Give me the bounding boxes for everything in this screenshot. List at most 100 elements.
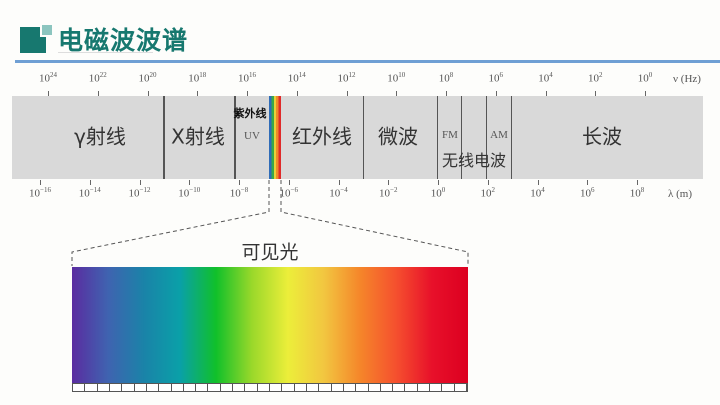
divider bbox=[437, 96, 438, 179]
freq-tick-label: 1010 bbox=[387, 71, 406, 85]
visible-light-label: 可见光 bbox=[241, 241, 299, 264]
scale-cell bbox=[430, 384, 443, 391]
scale-cell bbox=[73, 384, 86, 391]
freq-tick-label: 1022 bbox=[88, 71, 107, 85]
wavelength-tick-label: 104 bbox=[530, 186, 545, 200]
freq-tick bbox=[147, 91, 149, 96]
wavelength-tick bbox=[587, 180, 589, 185]
scale-cell bbox=[307, 384, 320, 391]
wavelength-tick bbox=[139, 180, 141, 185]
label-radio: 无线电波 bbox=[441, 151, 507, 170]
label-uv-cn: 紫外线 bbox=[233, 107, 267, 120]
freq-tick-label: 1024 bbox=[39, 71, 57, 85]
scale-cell bbox=[110, 384, 123, 391]
zoom-line-left bbox=[71, 180, 270, 266]
freq-tick bbox=[48, 91, 49, 96]
scale-cell bbox=[418, 384, 431, 391]
freq-tick-label: 100 bbox=[637, 71, 653, 85]
scale-cell bbox=[233, 384, 246, 391]
divider bbox=[234, 96, 236, 179]
freq-tick bbox=[645, 91, 646, 96]
scale-cell bbox=[455, 384, 467, 391]
freq-tick bbox=[446, 91, 447, 96]
wavelength-tick bbox=[438, 180, 439, 185]
divider bbox=[363, 96, 364, 179]
scale-cell bbox=[245, 384, 258, 391]
scale-cell bbox=[381, 384, 394, 391]
title-icon bbox=[20, 23, 54, 53]
label-fm: FM bbox=[442, 129, 458, 141]
scale-cell bbox=[85, 384, 98, 391]
label-uv: UV bbox=[244, 130, 260, 142]
wavelength-tick-label: 10−8 bbox=[229, 186, 249, 200]
wavelength-tick-label: 108 bbox=[629, 186, 645, 200]
freq-axis-unit: ν (Hz) bbox=[673, 73, 701, 85]
wavelength-tick bbox=[388, 180, 390, 185]
freq-tick bbox=[396, 91, 398, 96]
freq-tick bbox=[346, 91, 348, 96]
wavelength-tick-label: 10−2 bbox=[379, 186, 398, 200]
visible-spectrum-bar bbox=[72, 267, 468, 383]
freq-tick-label: 1014 bbox=[287, 71, 306, 85]
label-long-wave: 长波 bbox=[582, 124, 622, 149]
label-am: AM bbox=[490, 129, 508, 141]
freq-tick-label: 1018 bbox=[188, 71, 207, 85]
freq-tick bbox=[545, 91, 547, 96]
freq-tick-label: 1012 bbox=[337, 71, 356, 85]
wavelength-tick-label: 106 bbox=[580, 186, 595, 200]
wavelength-tick bbox=[89, 180, 91, 185]
wavelength-tick-label: 10−4 bbox=[329, 186, 348, 200]
scale-cell bbox=[196, 384, 209, 391]
scale-cell bbox=[172, 384, 184, 391]
spectrum-band bbox=[12, 96, 703, 179]
freq-tick bbox=[97, 91, 99, 96]
scale-cell bbox=[159, 384, 172, 391]
wavelength-tick bbox=[288, 180, 290, 185]
divider bbox=[486, 96, 487, 179]
wavelength-tick bbox=[637, 180, 638, 185]
wavelength-tick bbox=[239, 180, 240, 185]
wavelength-tick-label: 102 bbox=[480, 186, 496, 200]
label-xray: X射线 bbox=[171, 124, 225, 149]
scale-cell bbox=[393, 384, 406, 391]
header-rule bbox=[15, 60, 720, 63]
visible-band bbox=[269, 96, 281, 179]
freq-tick bbox=[296, 91, 298, 96]
freq-tick bbox=[495, 91, 497, 96]
zoom-line-right bbox=[280, 180, 469, 266]
scale-cell bbox=[258, 384, 270, 391]
wavelength-tick bbox=[40, 180, 41, 185]
freq-tick-label: 106 bbox=[488, 71, 504, 85]
divider bbox=[163, 96, 165, 179]
divider bbox=[461, 96, 462, 179]
scale-cell bbox=[98, 384, 110, 391]
freq-tick bbox=[197, 91, 199, 96]
freq-tick-label: 1020 bbox=[138, 71, 157, 85]
freq-tick bbox=[247, 91, 248, 96]
wavelength-tick-label: 100 bbox=[430, 186, 446, 200]
scale-cell bbox=[282, 384, 295, 391]
wavelength-tick-label: 10−14 bbox=[78, 186, 101, 200]
title-underline bbox=[58, 52, 153, 53]
scale-cell bbox=[135, 384, 147, 391]
scale-cell bbox=[319, 384, 332, 391]
scale-cell bbox=[369, 384, 381, 391]
scale-cell bbox=[295, 384, 307, 391]
scale-cell bbox=[221, 384, 234, 391]
label-infrared: 红外线 bbox=[292, 124, 352, 149]
page-title: 电磁波波谱 bbox=[58, 26, 189, 55]
wavelength-tick bbox=[338, 180, 340, 185]
scale-cell bbox=[122, 384, 135, 391]
freq-tick bbox=[595, 91, 597, 96]
freq-tick-label: 108 bbox=[438, 71, 454, 85]
scale-cell bbox=[442, 384, 455, 391]
scale-cell bbox=[405, 384, 418, 391]
wavelength-tick-label: 10−10 bbox=[178, 186, 201, 200]
freq-tick-label: 104 bbox=[538, 71, 553, 85]
scale-cell bbox=[184, 384, 197, 391]
visible-scale-strip bbox=[72, 383, 468, 392]
freq-tick-label: 1016 bbox=[238, 71, 256, 85]
wavelength-tick-label: 10−12 bbox=[128, 186, 151, 200]
scale-cell bbox=[344, 384, 357, 391]
